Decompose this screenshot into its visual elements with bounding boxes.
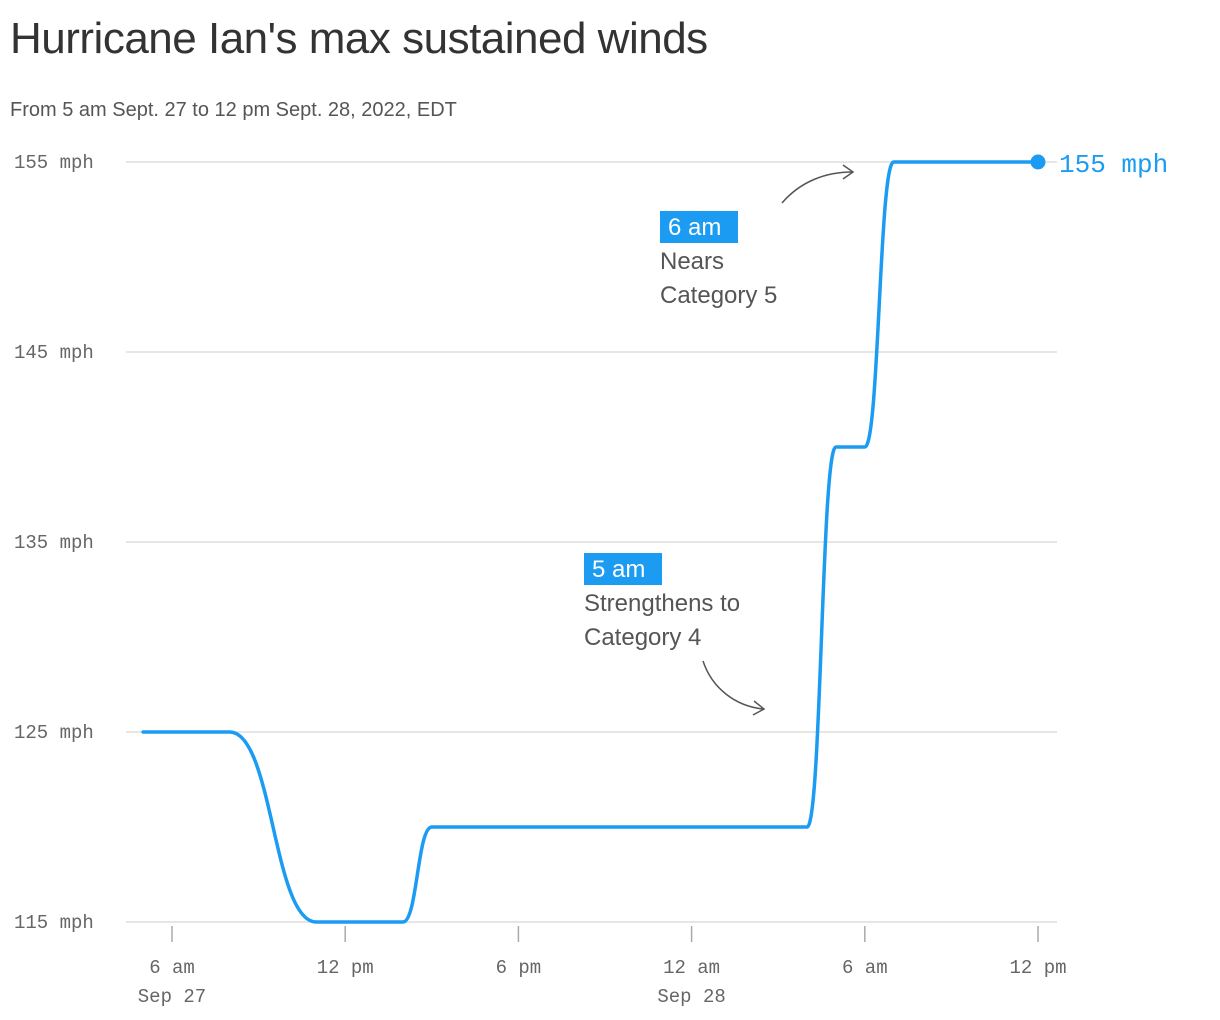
x-tick-label: 6 pm: [496, 957, 542, 979]
annotation-arrow-icon: [781, 171, 853, 204]
x-tick-label: 12 pm: [317, 957, 374, 979]
x-tick-label: 6 am: [842, 957, 888, 979]
annotation-time-badge: [584, 553, 662, 585]
annotation-text-line-2: Category 5: [660, 282, 777, 309]
annotation-category-5: 6 am Nears Category 5: [660, 164, 855, 309]
y-tick-label: 125 mph: [14, 722, 94, 744]
annotation-text-line-1: Strengthens to: [584, 590, 740, 617]
y-tick-label: 155 mph: [14, 152, 94, 174]
chart-title: Hurricane Ian's max sustained winds: [10, 14, 708, 63]
annotation-time-badge: [660, 211, 738, 243]
end-value-label: 155 mph: [1059, 150, 1168, 180]
grid-layer: [126, 161, 1057, 923]
x-tick-label: 12 am: [663, 957, 720, 979]
annotation-category-4: 5 am Strengthens to Category 4: [584, 553, 766, 716]
annotation-time: 6 am: [668, 214, 721, 241]
y-axis-tick-labels: 155 mph 145 mph 135 mph 125 mph 115 mph: [14, 152, 94, 934]
annotation-arrow-icon: [702, 660, 764, 710]
series-layer: 155 mph: [141, 150, 1168, 924]
y-tick-label: 135 mph: [14, 532, 94, 554]
x-axis: 6 am Sep 27 12 pm 6 pm 12 am Sep 28 6 am 12 pm: [138, 926, 1067, 1008]
x-tick-date-label: Sep 28: [657, 986, 725, 1008]
annotation-text-line-1: Nears: [660, 248, 724, 275]
series-line: [141, 160, 1040, 924]
x-tick-date-label: Sep 27: [138, 986, 206, 1008]
y-tick-label: 115 mph: [14, 912, 94, 934]
annotation-time: 5 am: [592, 556, 645, 583]
y-tick-label: 145 mph: [14, 342, 94, 364]
arrowhead-icon: [752, 700, 766, 716]
x-tick-label: 6 am: [149, 957, 195, 979]
x-tick-label: 12 pm: [1009, 957, 1066, 979]
arrowhead-icon: [842, 164, 855, 180]
chart-subtitle: From 5 am Sept. 27 to 12 pm Sept. 28, 20…: [10, 99, 457, 121]
end-point-marker: [1030, 154, 1046, 170]
annotation-text-line-2: Category 4: [584, 624, 701, 651]
